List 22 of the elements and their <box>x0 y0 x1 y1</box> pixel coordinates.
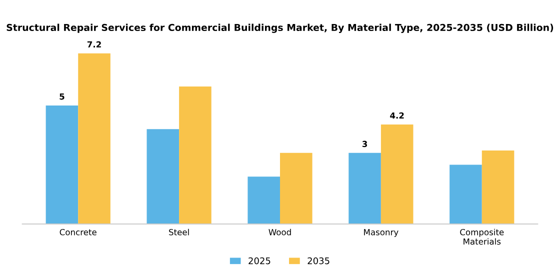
bar <box>146 129 180 224</box>
bar <box>348 152 381 224</box>
chart-title: Structural Repair Services for Commercial Buildings Market, By Material Type, 2025-2035 (USD Billion) <box>6 24 554 33</box>
bar <box>179 86 212 224</box>
x-tick-label: Concrete <box>60 229 96 236</box>
bar <box>78 53 110 224</box>
x-tick-label: Masonry <box>364 229 398 237</box>
legend-label: 2025 <box>248 257 270 264</box>
bar <box>46 105 78 224</box>
data-label: 7.2 <box>87 41 101 48</box>
data-label: 4.2 <box>390 112 404 119</box>
data-label: 3 <box>362 140 368 148</box>
data-label: 5 <box>60 94 64 100</box>
legend-label: 2035 <box>308 257 330 264</box>
x-tick-label: Steel <box>169 228 189 236</box>
bar <box>450 164 482 224</box>
bar <box>248 176 280 224</box>
x-tick-label: Wood <box>268 228 291 236</box>
bar <box>280 152 312 224</box>
x-tick-label: Composite Materials <box>460 228 504 245</box>
bar <box>380 124 414 224</box>
bar <box>482 150 514 224</box>
